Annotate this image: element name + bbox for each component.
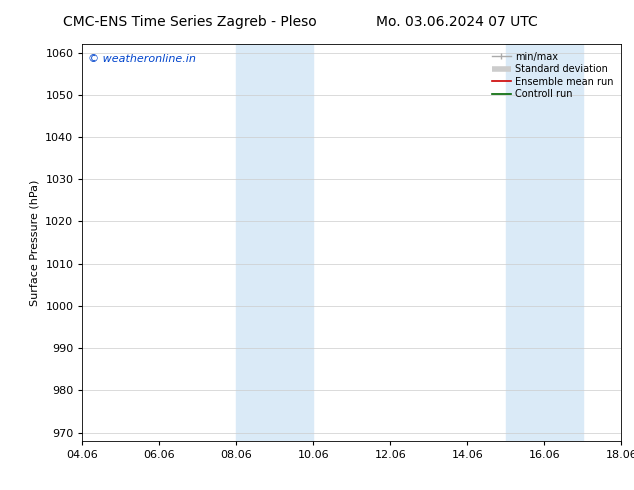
Text: Mo. 03.06.2024 07 UTC: Mo. 03.06.2024 07 UTC	[375, 15, 538, 29]
Legend: min/max, Standard deviation, Ensemble mean run, Controll run: min/max, Standard deviation, Ensemble me…	[489, 49, 616, 102]
Y-axis label: Surface Pressure (hPa): Surface Pressure (hPa)	[30, 179, 40, 306]
Bar	[236, 44, 313, 441]
Text: CMC-ENS Time Series Zagreb - Pleso: CMC-ENS Time Series Zagreb - Pleso	[63, 15, 317, 29]
Bar	[506, 44, 583, 441]
Text: © weatheronline.in: © weatheronline.in	[87, 54, 196, 64]
